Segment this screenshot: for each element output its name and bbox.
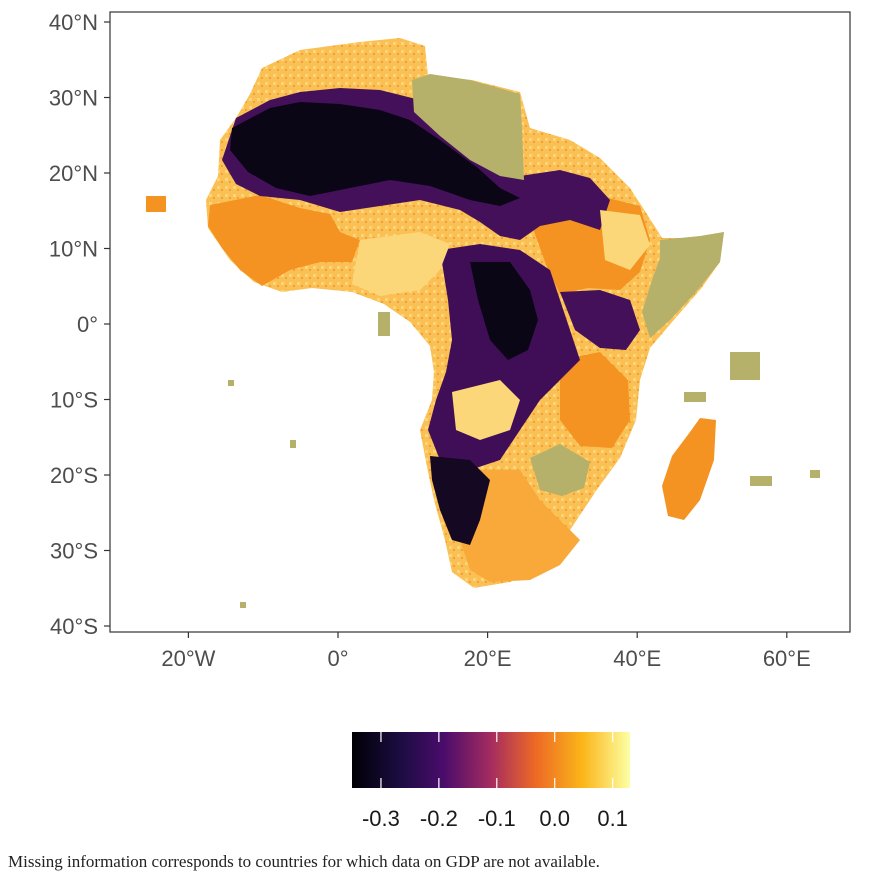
island-st-helena: [228, 380, 234, 386]
island-rodrigues: [810, 470, 820, 478]
colorbar: [352, 732, 630, 788]
y-tick-label: 20°N: [49, 161, 98, 186]
x-axis: 20°W 0° 20°E 40°E 60°E: [161, 632, 811, 671]
region-southeast-orange: [560, 352, 630, 448]
island-seychelles: [730, 352, 760, 380]
island-mauritius: [750, 476, 772, 486]
y-axis: 40°N 30°N 20°N 10°N 0° 10°S 20°S 30°S 40°S: [49, 10, 110, 639]
region-southern-orange: [460, 470, 580, 582]
x-tick-label: 40°E: [613, 646, 661, 671]
region-west-africa-orange: [208, 195, 360, 286]
colorbar-legend: -0.3 -0.2 -0.1 0.0 0.1: [352, 732, 630, 831]
island-ascension: [290, 440, 296, 448]
region-gulf-yellow: [352, 232, 450, 296]
y-tick-label: 30°S: [50, 539, 98, 564]
colorbar-tick-label: 0.1: [597, 806, 628, 831]
region-ethiopia-purple: [560, 290, 640, 350]
region-madagascar: [662, 418, 716, 520]
colorbar-ticks: -0.3 -0.2 -0.1 0.0 0.1: [362, 732, 628, 831]
island-comoros: [684, 392, 706, 402]
x-tick-label: 20°W: [161, 646, 215, 671]
colorbar-tick-label: -0.1: [478, 806, 516, 831]
missing-horn: [642, 232, 724, 338]
region-angola-yellow: [452, 380, 520, 440]
region-central-black: [470, 262, 538, 360]
figure-caption: Missing information corresponds to count…: [8, 852, 600, 871]
y-tick-label: 0°: [77, 312, 98, 337]
island-tristan: [240, 602, 246, 608]
x-tick-label: 20°E: [464, 646, 512, 671]
missing-libya: [412, 74, 524, 180]
island-sao-tome: [378, 312, 390, 336]
map-layer: [146, 38, 820, 608]
x-tick-label: 0°: [327, 646, 348, 671]
region-sahara-black: [230, 102, 520, 206]
y-tick-label: 40°S: [50, 614, 98, 639]
region-southern-black: [430, 456, 490, 545]
y-tick-label: 10°S: [50, 388, 98, 413]
colorbar-tick-label: -0.3: [362, 806, 400, 831]
y-tick-label: 10°N: [49, 237, 98, 262]
island-cape-verde: [146, 196, 166, 212]
colorbar-tick-label: 0.0: [539, 806, 570, 831]
colorbar-tick-label: -0.2: [420, 806, 458, 831]
region-ethiopia-yellow: [600, 210, 650, 270]
y-tick-label: 30°N: [49, 86, 98, 111]
missing-botswana: [530, 444, 590, 496]
y-tick-label: 40°N: [49, 10, 98, 35]
y-tick-label: 20°S: [50, 463, 98, 488]
x-tick-label: 60°E: [763, 646, 811, 671]
